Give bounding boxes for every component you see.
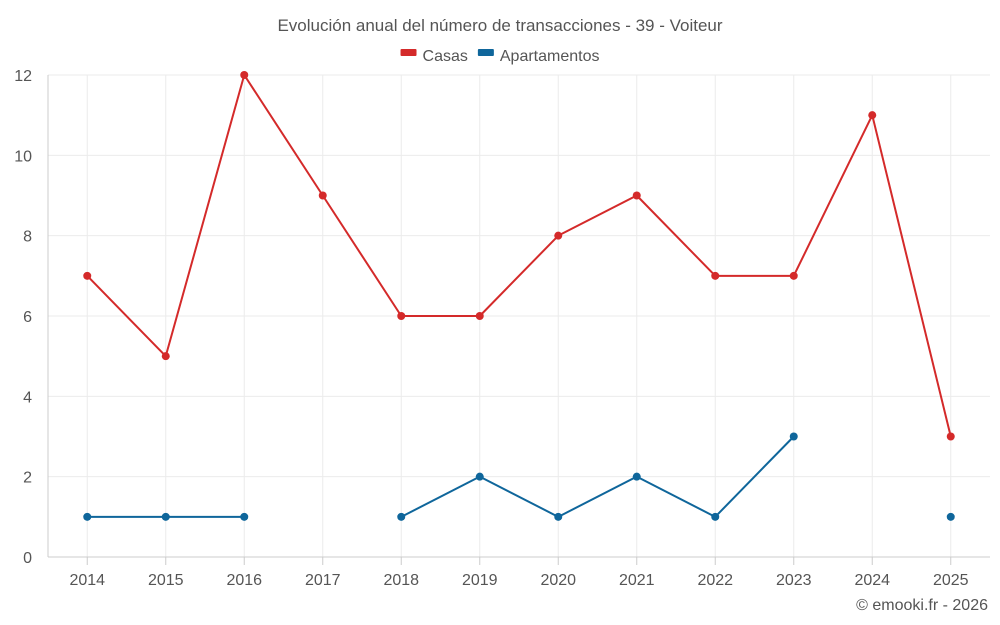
data-point[interactable]: [240, 71, 249, 79]
x-tick-label: 2024: [854, 572, 890, 589]
legend[interactable]: Casas Apartamentos: [400, 48, 600, 65]
data-point[interactable]: [554, 512, 563, 521]
credit-text: © emooki.fr - 2026: [856, 597, 988, 614]
data-point[interactable]: [789, 432, 798, 441]
chart-title: Evolución anual del número de transaccio…: [277, 16, 722, 35]
axes: 0 2 4 6 8 10 12 2014 2015 2016 2017 2018 2019 2020 202…: [14, 68, 990, 589]
data-point[interactable]: [397, 312, 406, 320]
y-tick-label: 0: [23, 550, 32, 567]
legend-label: Casas: [423, 48, 468, 65]
legend-item-casas[interactable]: Casas: [400, 48, 468, 65]
grid: [48, 74, 990, 557]
y-tick-label: 2: [23, 470, 32, 487]
x-tick-label: 2022: [697, 572, 733, 589]
legend-label: Apartamentos: [500, 48, 600, 65]
y-tick-label: 10: [14, 148, 32, 165]
x-tick-label: 2023: [776, 572, 812, 589]
series: [83, 71, 955, 521]
series-line: [86, 74, 952, 438]
data-point[interactable]: [240, 512, 249, 521]
data-point[interactable]: [946, 512, 955, 521]
x-tick-label: 2025: [933, 572, 969, 589]
x-tick-label: 2021: [619, 572, 655, 589]
data-point[interactable]: [83, 271, 92, 280]
data-point[interactable]: [554, 231, 563, 240]
x-tick-label: 2016: [226, 572, 262, 589]
data-point[interactable]: [711, 271, 720, 280]
y-tick-label: 6: [23, 309, 32, 326]
data-point[interactable]: [789, 271, 798, 280]
data-point[interactable]: [475, 472, 484, 481]
data-point[interactable]: [161, 512, 170, 521]
data-point[interactable]: [83, 512, 92, 521]
data-point[interactable]: [632, 191, 641, 200]
y-tick-label: 4: [23, 389, 32, 406]
x-tick-label: 2018: [383, 572, 419, 589]
data-point[interactable]: [475, 312, 484, 320]
data-point[interactable]: [868, 111, 877, 120]
x-tick-label: 2015: [148, 572, 184, 589]
legend-swatch: [400, 49, 417, 56]
y-tick-label: 12: [14, 68, 32, 85]
series-apartamentos: [83, 432, 955, 521]
data-point[interactable]: [946, 432, 955, 441]
x-tick-label: 2014: [69, 572, 105, 589]
series-line: [400, 435, 795, 518]
data-point[interactable]: [318, 191, 327, 200]
series-casas: [83, 71, 955, 441]
data-point[interactable]: [397, 512, 406, 521]
data-point[interactable]: [711, 512, 720, 521]
x-tick-label: 2019: [462, 572, 498, 589]
legend-swatch: [477, 49, 494, 56]
data-point[interactable]: [161, 352, 170, 361]
data-point[interactable]: [632, 472, 641, 481]
legend-item-apartamentos[interactable]: Apartamentos: [477, 48, 600, 65]
x-tick-label: 2017: [305, 572, 341, 589]
x-tick-label: 2020: [540, 572, 576, 589]
y-tick-label: 8: [23, 229, 32, 246]
